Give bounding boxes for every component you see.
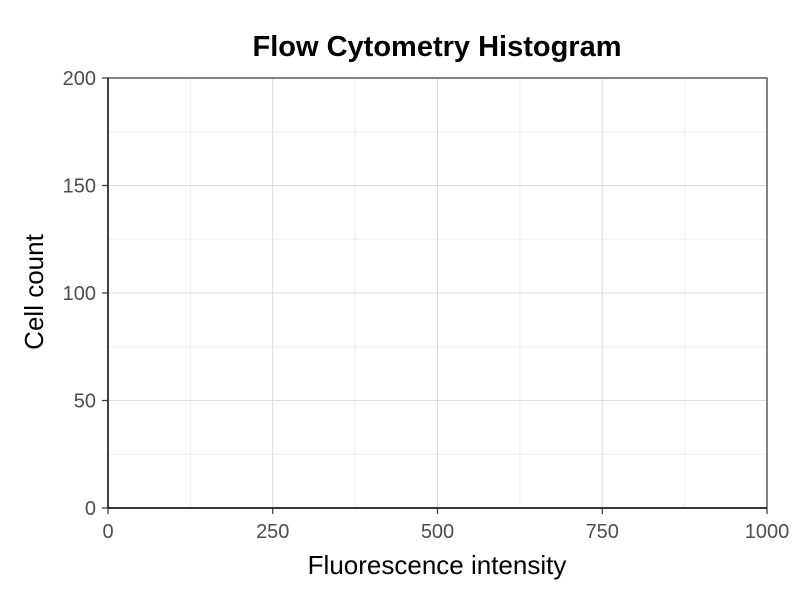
y-tick-label: 150 — [63, 176, 96, 198]
y-tick-label: 50 — [74, 391, 96, 413]
y-tick-label: 200 — [63, 68, 96, 90]
x-tick-label: 250 — [256, 521, 289, 543]
y-tick-label: 100 — [63, 283, 96, 305]
x-tick-label: 500 — [421, 521, 454, 543]
x-tick-label: 750 — [586, 521, 619, 543]
x-axis-label: Fluorescence intensity — [308, 550, 567, 580]
y-axis-label: Cell count — [19, 233, 49, 349]
axis-ticks: 0 250 500 750 1000 0 50 100 150 200 — [63, 68, 790, 543]
x-tick-label: 1000 — [745, 521, 790, 543]
y-tick-label: 0 — [85, 498, 96, 520]
chart-title: Flow Cytometry Histogram — [253, 31, 622, 63]
grid — [107, 77, 768, 509]
x-tick-label: 0 — [102, 521, 113, 543]
